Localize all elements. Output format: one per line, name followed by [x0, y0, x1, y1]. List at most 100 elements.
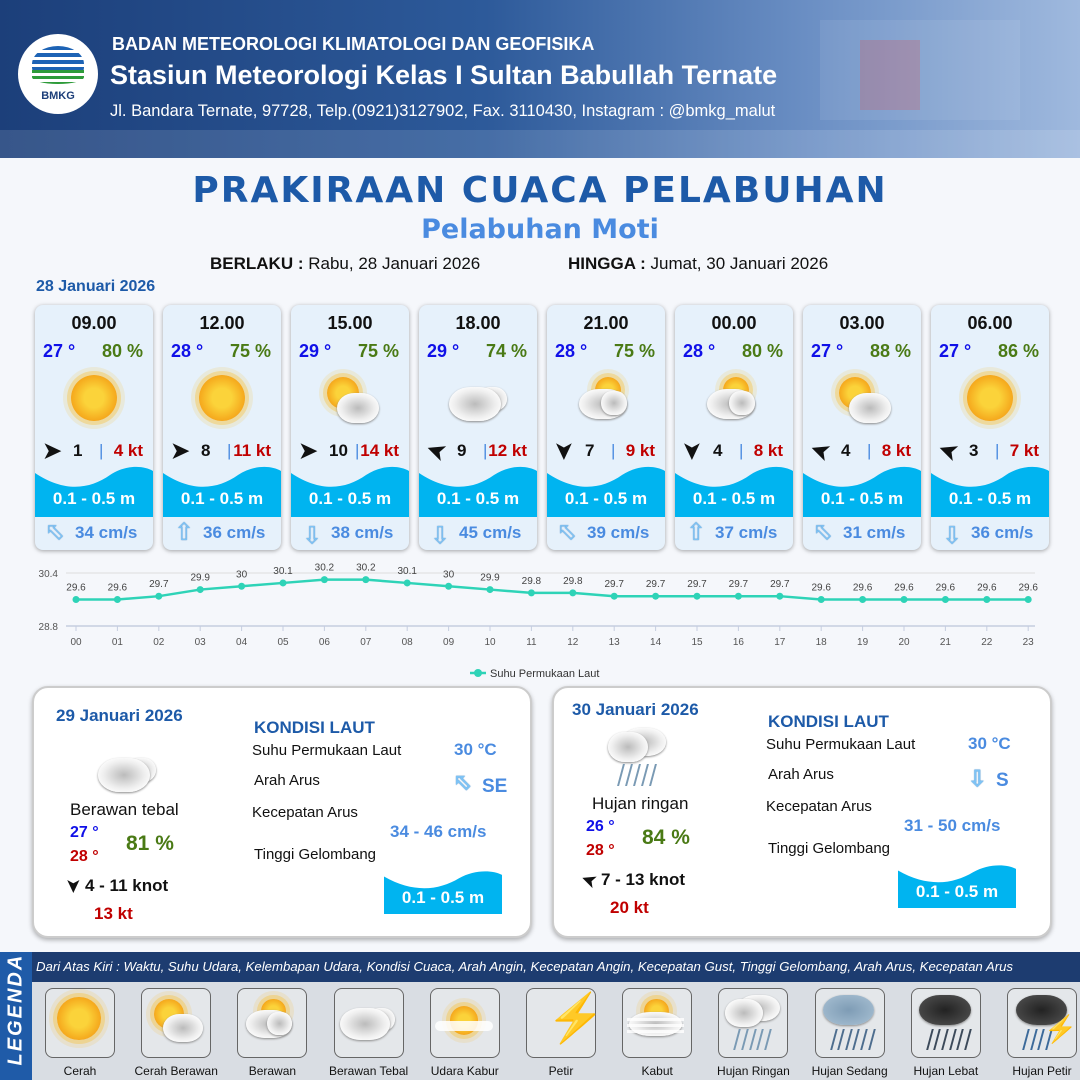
- current-speed: 36 cm/s: [203, 523, 266, 542]
- data-point: [238, 582, 246, 590]
- wave-height: 0.1 - 0.5 m: [820, 489, 904, 508]
- wave-height-label: Tinggi Gelombang: [768, 840, 891, 857]
- wave-icon: [384, 868, 502, 914]
- divider: |: [867, 441, 872, 460]
- data-label: 29.6: [108, 583, 128, 594]
- legend-label: Hujan Sedang: [811, 1064, 888, 1078]
- legend-hujan-sedang-icon: [814, 988, 885, 1058]
- weather-condition: Hujan ringan: [592, 794, 689, 813]
- gust-speed: 8 kt: [881, 441, 911, 460]
- berawan-tebal-weather-icon: [92, 738, 162, 808]
- air-temperature: 27 °: [811, 341, 844, 361]
- wind-direction-arrow-icon: ➤: [423, 436, 449, 467]
- data-label: 29.8: [563, 576, 583, 587]
- legend-label: Hujan Petir: [1012, 1064, 1072, 1078]
- data-point: [486, 586, 494, 594]
- x-tick-label: 03: [195, 637, 207, 648]
- wave-icon: [898, 862, 1016, 908]
- wind-info: ➤ 10 | 14 kt: [295, 439, 405, 463]
- wind-speed: 3: [969, 441, 979, 460]
- wind-info: ➤ 1 | 4 kt: [39, 439, 149, 463]
- wind-direction-arrow-icon: ➤: [299, 438, 318, 463]
- x-tick-label: 06: [319, 637, 331, 648]
- sst-value: 30 °C: [454, 740, 497, 759]
- data-label: 30.1: [397, 566, 417, 577]
- data-point: [72, 596, 80, 603]
- data-point: [155, 592, 163, 600]
- data-label: 29.7: [729, 579, 749, 590]
- current-direction-arrow-icon: ⇧: [806, 515, 841, 550]
- data-point: [900, 596, 908, 603]
- current-direction-arrow-icon: ⇧: [447, 767, 479, 799]
- legend-label: Suhu Permukaan Laut: [490, 668, 599, 680]
- air-temperature: 27 °: [43, 341, 76, 361]
- wind-info: ➤ 9 | 12 kt: [423, 436, 533, 467]
- forecast-card: 21.00 28 ° 75 % ➤ 7 | 9 kt 0.1 - 0.5 m ⇧…: [547, 305, 665, 550]
- current-direction-label: Arah Arus: [768, 766, 834, 783]
- x-tick-label: 17: [774, 637, 786, 648]
- valid-from: BERLAKU : Rabu, 28 Januari 2026: [210, 254, 481, 273]
- day2-panel: 29 Januari 2026 Berawan tebal 27 ° 28 ° …: [32, 686, 532, 938]
- data-label: 29.6: [1018, 583, 1038, 594]
- divider: |: [995, 441, 1000, 460]
- wave-height: 0.1 - 0.5 m: [692, 489, 776, 508]
- humidity: 88 %: [869, 341, 911, 361]
- x-tick-label: 16: [733, 637, 745, 648]
- wind-info: ➤ 4 - 11 knot: [64, 876, 169, 896]
- current-direction-label: Arah Arus: [254, 772, 320, 789]
- legend-hujan-petir-icon: ⚡: [1007, 988, 1077, 1058]
- wave-height-label: Tinggi Gelombang: [254, 846, 377, 863]
- current-speed-label: Kecepatan Arus: [252, 804, 358, 821]
- legend-label: Berawan Tebal: [329, 1064, 409, 1078]
- legend-label: Hujan Ringan: [717, 1064, 790, 1078]
- x-tick-label: 15: [691, 637, 703, 648]
- divider: |: [99, 441, 104, 460]
- wave-icon: [803, 463, 921, 517]
- air-temperature: 28 °: [683, 341, 716, 361]
- wind-direction-arrow-icon: ➤: [64, 878, 84, 894]
- wave-icon: [291, 463, 409, 517]
- air-temperature: 28 °: [555, 341, 588, 361]
- wind-speed-range: 4 - 11 knot: [84, 876, 169, 895]
- data-label: 29.7: [770, 579, 790, 590]
- data-label: 29.8: [522, 576, 542, 587]
- header-banner: BMKG BADAN METEOROLOGI KLIMATOLOGI DAN G…: [0, 0, 1080, 158]
- data-point: [652, 592, 660, 600]
- current-speed: 39 cm/s: [587, 523, 650, 542]
- divider: |: [483, 441, 488, 460]
- data-label: 29.6: [66, 583, 86, 594]
- forecast-card: 06.00 27 ° 86 % ➤ 3 | 7 kt 0.1 - 0.5 m ⇧…: [931, 305, 1049, 550]
- valid-to: HINGGA : Jumat, 30 Januari 2026: [568, 254, 829, 273]
- wind-info: ➤ 8 | 11 kt: [167, 439, 277, 463]
- wind-direction-arrow-icon: ➤: [171, 438, 190, 463]
- wind-info: ➤ 4 | 8 kt: [679, 439, 789, 463]
- x-tick-label: 05: [277, 637, 289, 648]
- gust-speed: 4 kt: [113, 441, 143, 460]
- wave-icon: [35, 463, 153, 517]
- wave-height: 0.1 - 0.5 m: [180, 489, 264, 508]
- wave-icon: [675, 463, 793, 517]
- berawan-weather-icon: [571, 367, 641, 435]
- current-speed-label: Kecepatan Arus: [766, 798, 872, 815]
- sst-label: Suhu Permukaan Laut: [252, 742, 402, 759]
- wave-height: 0.1 - 0.5 m: [52, 489, 136, 508]
- forecast-card: 03.00 27 ° 88 % ➤ 4 | 8 kt 0.1 - 0.5 m ⇧…: [803, 305, 921, 550]
- data-point: [362, 576, 370, 584]
- x-tick-label: 10: [484, 637, 496, 648]
- gust-speed: 9 kt: [625, 441, 655, 460]
- gust-speed: 7 kt: [1009, 441, 1039, 460]
- humidity: 80 %: [741, 341, 783, 361]
- x-tick-label: 11: [526, 637, 537, 648]
- divider: |: [227, 441, 232, 460]
- wave-height: 0.1 - 0.5 m: [308, 489, 392, 508]
- wind-direction-arrow-icon: ➤: [680, 441, 706, 461]
- forecast-time: 15.00: [327, 313, 373, 333]
- legend-label: Cerah: [63, 1064, 97, 1078]
- forecast-time: 00.00: [711, 313, 757, 333]
- org-name: BADAN METEOROLOGI KLIMATOLOGI DAN GEOFIS…: [112, 34, 595, 54]
- humidity: 75 %: [613, 341, 655, 361]
- data-label: 29.6: [977, 583, 997, 594]
- wind-speed: 4: [713, 441, 723, 460]
- wave-height: 0.1 - 0.5 m: [915, 882, 999, 901]
- legend-petir-icon: ⚡: [526, 988, 605, 1058]
